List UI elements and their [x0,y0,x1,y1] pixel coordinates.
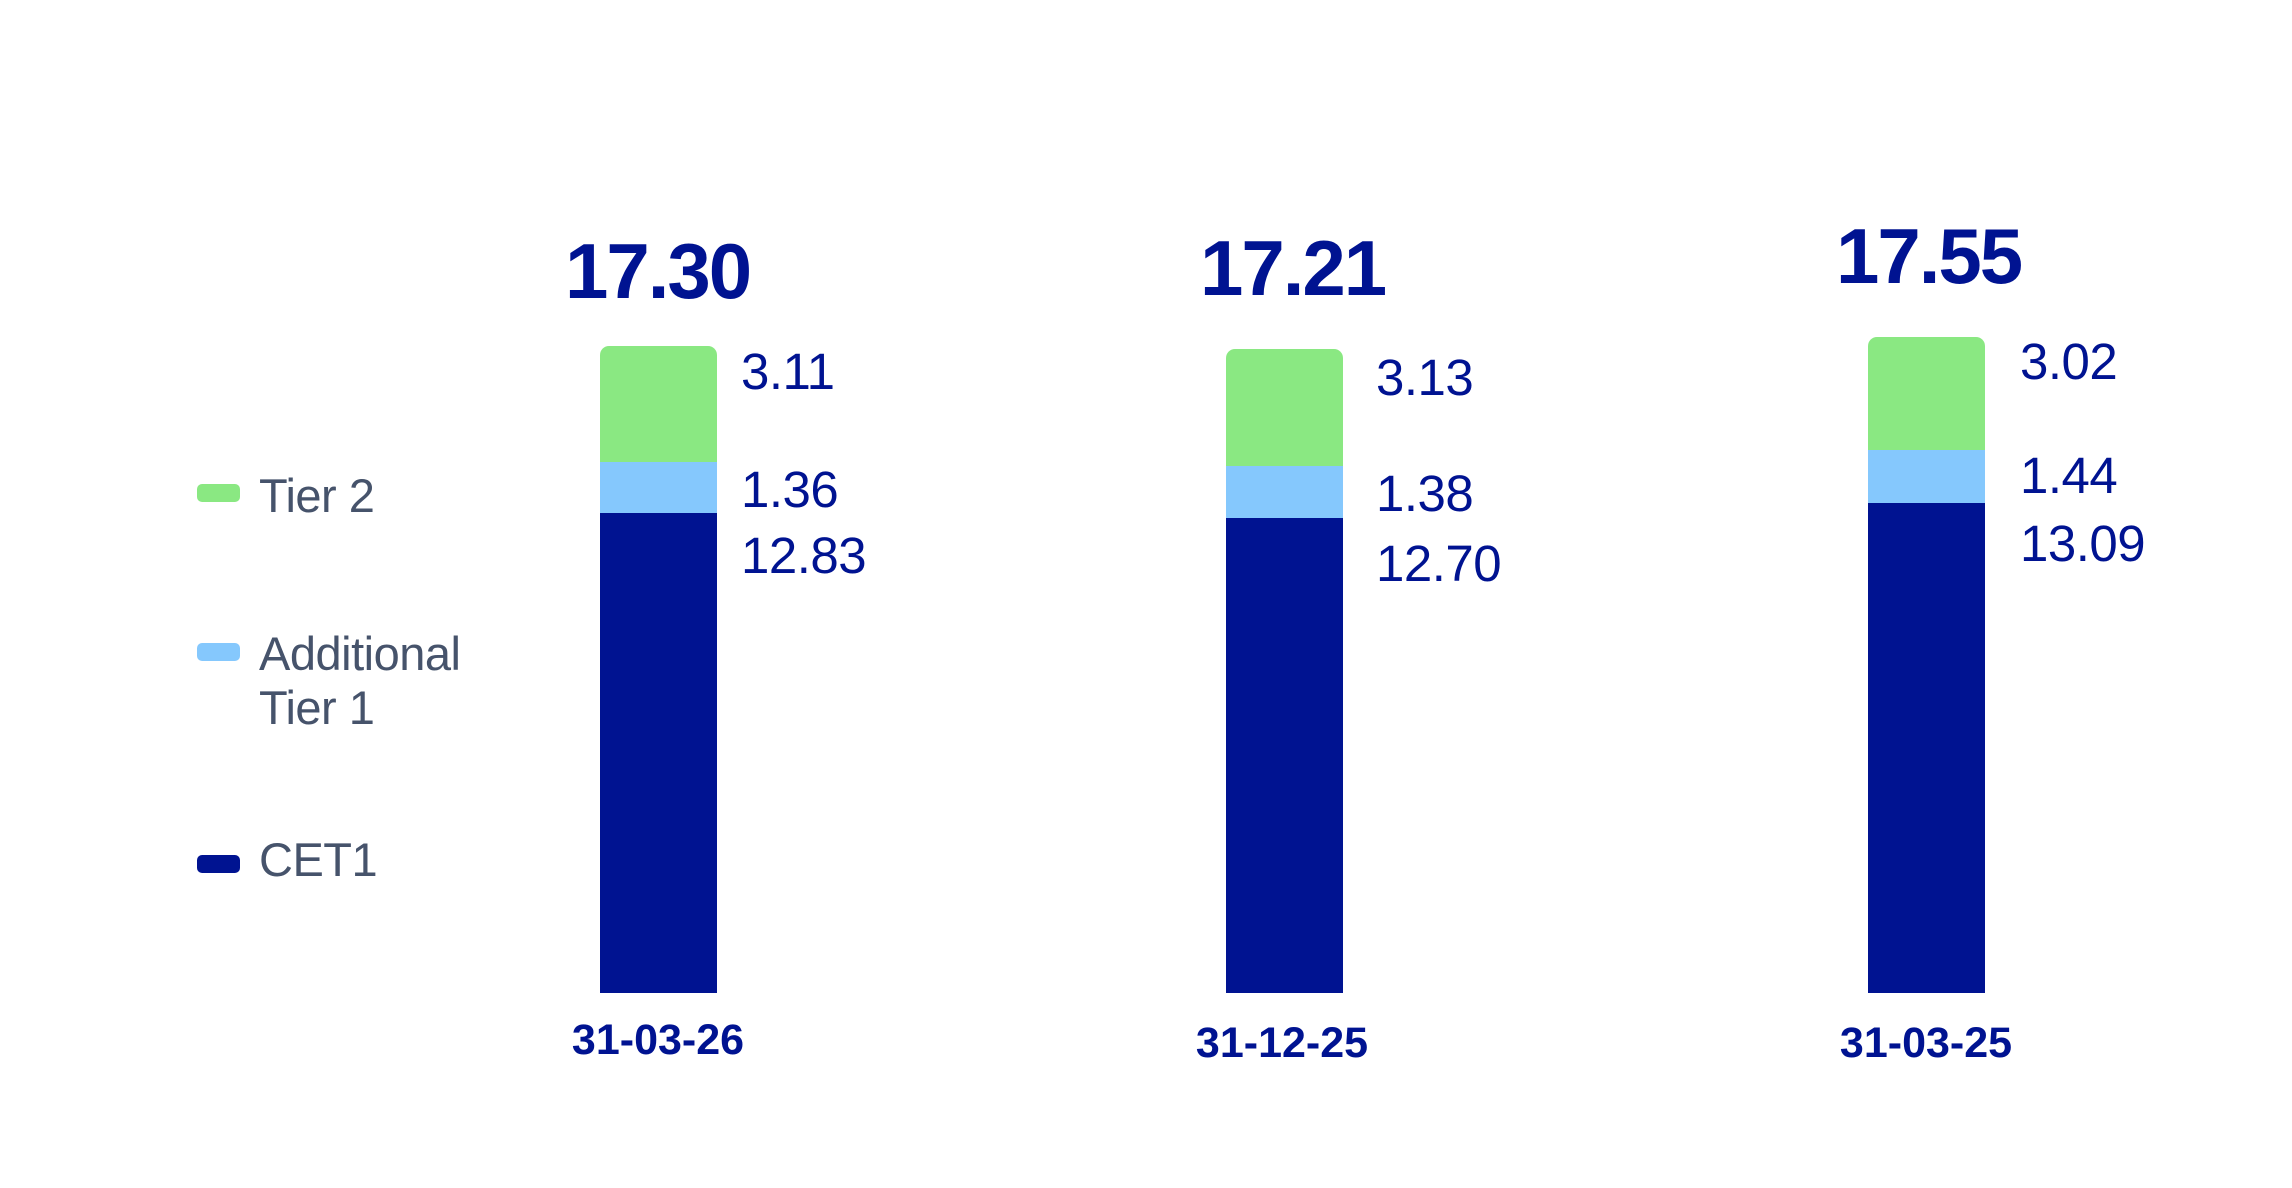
legend-swatch-cet1 [197,855,240,873]
bar-segment-additional-tier1 [600,462,717,514]
bar-segment-cet1 [1226,518,1343,993]
legend-label-additional-tier1-line2: Tier 1 [259,681,375,734]
stacked-bar [600,346,717,993]
total-label: 17.55 [1836,212,2023,300]
bar-segment-cet1 [600,513,717,993]
bar-segment-tier2 [1226,349,1343,467]
total-label: 17.21 [1200,224,1387,312]
value-label-tier2: 3.02 [2020,333,2118,390]
value-label-tier2: 3.11 [741,343,835,400]
total-label: 17.30 [565,227,752,315]
bar-segment-tier2 [1868,336,1985,450]
value-label-tier2: 3.13 [1376,349,1474,406]
stacked-bar [1868,336,1985,993]
bar-segment-tier2 [600,346,717,463]
value-label-cet1: 12.83 [741,527,867,584]
bar-segment-additional-tier1 [1868,449,1985,504]
legend-label-tier2: Tier 2 [259,469,375,522]
value-label-cet1: 12.70 [1376,535,1502,592]
legend-label-cet1: CET1 [259,833,378,886]
legend-swatch-additional-tier1 [197,643,240,661]
x-axis-label: 31-03-25 [1839,1019,2013,1067]
value-label-additional-tier1: 1.36 [741,461,839,518]
value-label-additional-tier1: 1.38 [1376,465,1474,522]
value-label-cet1: 13.09 [2020,515,2146,572]
bar-segment-additional-tier1 [1226,466,1343,519]
x-axis-label: 31-12-25 [1195,1019,1369,1067]
stacked-bar [1226,349,1343,993]
legend-label-additional-tier1-line1: Additional [259,627,461,680]
legend-swatch-tier2 [197,484,240,502]
value-label-additional-tier1: 1.44 [2020,447,2118,504]
bar-segment-cet1 [1868,503,1985,993]
x-axis-label: 31-03-26 [571,1016,745,1064]
